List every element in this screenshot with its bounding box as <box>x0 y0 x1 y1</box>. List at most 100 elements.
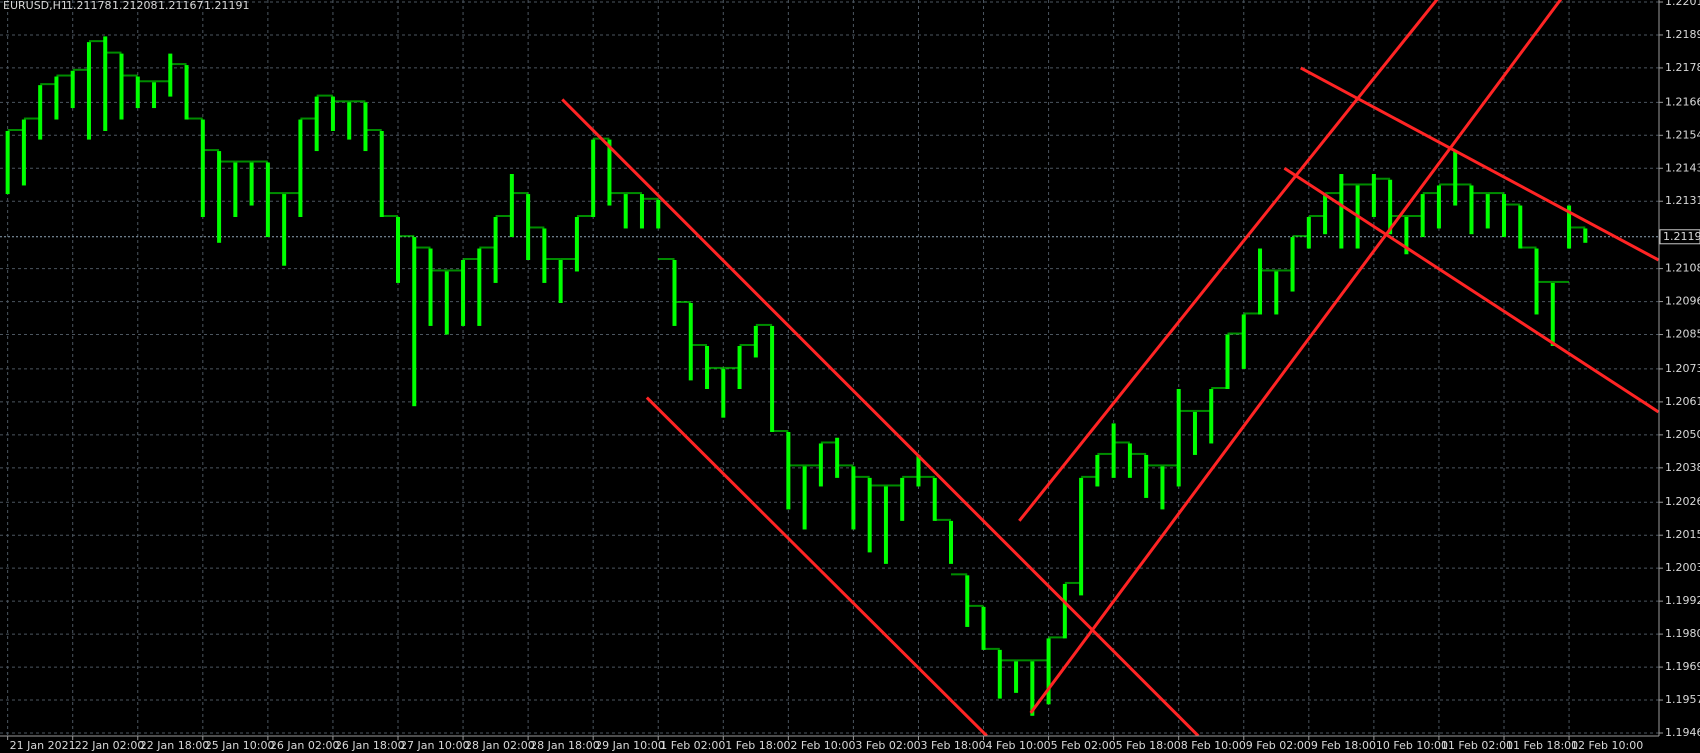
price-bar <box>867 477 872 553</box>
price-bar <box>1518 205 1523 249</box>
price-bridge <box>1129 452 1147 455</box>
trend-line <box>1029 0 1563 714</box>
x-tick-label: 11 Feb 02:00 <box>1441 739 1513 752</box>
price-bridge <box>381 215 398 217</box>
price-bar <box>558 260 563 303</box>
price-bar <box>623 194 628 229</box>
price-bridge <box>804 464 821 467</box>
price-bridge <box>1487 192 1504 195</box>
price-bridge <box>999 659 1017 662</box>
price-bridge <box>674 301 691 303</box>
price-bridge <box>186 117 203 120</box>
price-bar <box>916 454 921 487</box>
price-bridge <box>918 475 935 478</box>
price-bridge <box>446 269 464 272</box>
price-bar <box>5 131 10 195</box>
price-bar <box>168 53 173 97</box>
price-bridge <box>1422 192 1439 195</box>
price-bar <box>1160 466 1165 510</box>
price-bridge <box>1373 177 1391 180</box>
x-tick-label: 12 Feb 10:00 <box>1571 739 1643 752</box>
price-bridge <box>1471 192 1488 195</box>
x-tick-label: 2 Feb 10:00 <box>790 739 855 752</box>
price-bar <box>1339 174 1344 249</box>
price-bridge <box>1162 464 1179 467</box>
price-bar <box>1014 661 1019 693</box>
price-bridge <box>707 366 724 369</box>
price-bridge <box>641 197 659 200</box>
y-tick-label: 1.19920 <box>1665 594 1700 607</box>
x-tick-label: 9 Feb 02:00 <box>1246 739 1311 752</box>
price-bridge <box>1341 183 1358 186</box>
price-bar <box>412 237 417 407</box>
price-bar <box>688 303 693 381</box>
price-bridge <box>202 149 220 152</box>
price-bridge <box>284 192 301 195</box>
price-bridge <box>1064 581 1082 584</box>
price-bridge <box>609 192 626 195</box>
price-bar <box>753 325 758 358</box>
price-bars <box>5 36 1588 716</box>
y-tick-label: 1.20965 <box>1665 295 1700 308</box>
price-bridge <box>332 100 350 103</box>
price-bar <box>1306 217 1311 249</box>
price-bar <box>477 248 482 326</box>
price-bar <box>249 162 254 206</box>
price-bar <box>103 36 108 131</box>
price-bridge <box>72 68 89 71</box>
price-bar <box>330 96 335 131</box>
price-bar <box>38 85 43 140</box>
price-bridge <box>625 192 642 195</box>
price-bridge <box>902 475 919 478</box>
price-bar <box>200 119 205 217</box>
price-bar <box>607 139 612 206</box>
price-bar <box>461 260 466 326</box>
price-bridge <box>1146 464 1163 467</box>
price-bar <box>656 199 661 229</box>
price-bar <box>574 217 579 272</box>
price-bar <box>135 76 140 109</box>
price-bridge <box>365 129 382 131</box>
price-bridge <box>1113 441 1130 444</box>
price-bar <box>1323 194 1328 235</box>
y-tick-label: 1.20850 <box>1665 328 1700 341</box>
price-bar <box>298 119 303 217</box>
price-bridge <box>1406 215 1423 217</box>
price-bar <box>591 139 596 217</box>
price-bridge <box>463 258 480 260</box>
x-tick-label: 22 Jan 18:00 <box>140 739 210 752</box>
x-tick-label: 11 Feb 18:00 <box>1506 739 1578 752</box>
y-tick-label: 1.21895 <box>1665 28 1700 41</box>
x-tick-label: 26 Jan 02:00 <box>270 739 340 752</box>
y-tick-label: 1.21080 <box>1665 262 1700 275</box>
price-bar <box>282 194 287 266</box>
price-bridge <box>1438 183 1456 186</box>
price-bridge <box>511 192 529 195</box>
price-bar <box>1209 389 1214 444</box>
price-bridge <box>1276 269 1293 272</box>
price-bar <box>493 217 498 283</box>
price-bar <box>1469 185 1474 235</box>
price-bridge <box>170 63 187 66</box>
price-bridge <box>1081 475 1098 478</box>
price-bar <box>1127 443 1132 478</box>
header-close: 1.21191 <box>204 0 250 12</box>
price-bridge <box>1536 280 1553 283</box>
price-bar <box>1290 237 1295 292</box>
price-bridge <box>1569 226 1586 229</box>
y-tick-label: 1.21315 <box>1665 194 1700 207</box>
price-bar <box>70 70 75 109</box>
price-bridge <box>235 160 252 163</box>
price-bridge <box>690 344 708 346</box>
price-bridge <box>251 160 268 163</box>
price-bridge <box>1016 659 1033 662</box>
price-bar <box>54 76 59 120</box>
price-bar <box>119 53 124 120</box>
x-tick-label: 28 Jan 02:00 <box>465 739 535 752</box>
price-bridge <box>788 464 805 467</box>
price-bridge <box>154 80 171 83</box>
price-bridge <box>1552 280 1570 283</box>
price-bar <box>152 82 157 109</box>
price-bridge <box>430 269 447 272</box>
